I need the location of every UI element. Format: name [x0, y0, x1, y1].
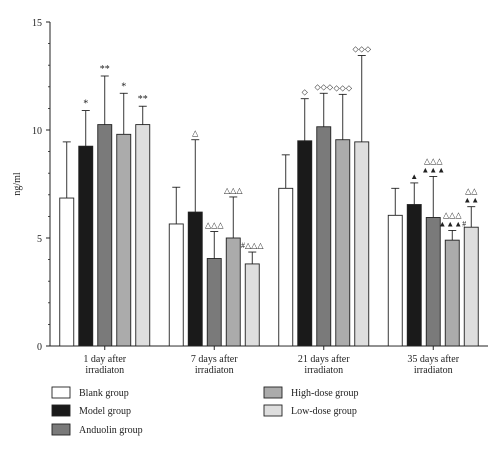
legend-swatch [51, 386, 71, 399]
legend-item: High-dose group [263, 386, 359, 399]
significance-marker: △△ [465, 187, 478, 196]
legend-swatch [263, 404, 283, 417]
bar-anduolin-group [425, 217, 441, 347]
legend-swatch [263, 386, 283, 399]
legend-item: Model group [51, 404, 131, 417]
x-tick-label: 1 day after [83, 354, 126, 365]
legend-label: Anduolin group [79, 425, 143, 436]
y-tick-label: 10 [32, 126, 42, 137]
x-tick-label: irradiaton [414, 365, 453, 376]
significance-marker: △△△ [424, 156, 443, 165]
significance-marker: △△△ [224, 186, 243, 195]
significance-marker: ◇◇◇ [315, 82, 334, 91]
significance-marker: ◇◇◇ [334, 83, 353, 92]
bar-model-group [297, 140, 313, 347]
bar-anduolin-group [316, 126, 332, 347]
bar-model-group [406, 204, 422, 347]
x-tick-label: irradiaton [195, 365, 234, 376]
significance-marker: ** [138, 94, 148, 105]
x-tick-label: 7 days after [191, 354, 238, 365]
bar-blank-group [387, 214, 403, 347]
legend: Blank group Model group Anduolin group High… [51, 386, 359, 436]
y-tick-label: 15 [32, 18, 42, 29]
bar-high-dose-group [335, 139, 351, 347]
significance-marker: △△△ [443, 210, 462, 219]
x-tick-label: irradiaton [304, 365, 343, 376]
legend-item: Blank group [51, 386, 129, 399]
bar-high-dose-group [225, 237, 241, 347]
bar-anduolin-group [97, 124, 113, 347]
significance-marker: * [83, 99, 88, 110]
significance-marker: ▲▲ [463, 196, 479, 205]
y-axis-label: ng/ml [12, 172, 23, 196]
bar-high-dose-group [444, 239, 460, 347]
significance-marker: ◇◇◇ [353, 44, 372, 53]
bar-low-dose-group [135, 124, 151, 347]
significance-marker: ▲▲▲# [438, 219, 466, 228]
legend-label: Low-dose group [291, 406, 357, 417]
significance-marker: △△△ [205, 221, 224, 230]
legend-item: Low-dose group [263, 404, 357, 417]
legend-item: Anduolin group [51, 423, 143, 436]
x-tick-label: 35 days after [407, 354, 459, 365]
significance-marker: ▲ [410, 172, 418, 181]
legend-label: High-dose group [291, 388, 359, 399]
legend-swatch [51, 423, 71, 436]
bar-low-dose-group [354, 141, 370, 347]
y-tick-label: 0 [37, 342, 42, 353]
x-tick-label: irradiaton [85, 365, 124, 376]
significance-marker: △ [192, 129, 199, 138]
bar-low-dose-group [244, 263, 260, 347]
significance-marker: ** [100, 64, 110, 75]
bar-high-dose-group [116, 133, 132, 347]
legend-label: Blank group [79, 388, 129, 399]
bar-model-group [187, 211, 203, 347]
legend-swatch [51, 404, 71, 417]
bar-blank-group [59, 197, 75, 347]
y-tick-label: 5 [37, 234, 42, 245]
bar-anduolin-group [206, 258, 222, 347]
bar-blank-group [278, 187, 294, 347]
significance-marker: #△△△ [241, 241, 264, 250]
bar-model-group [78, 145, 94, 347]
significance-marker: ◇ [302, 88, 309, 97]
bars-layer: ******△△△△△△△#△△△◇◇◇◇ ◇◇◇◇◇◇▲△△△▲▲▲△△△▲▲▲… [59, 44, 479, 347]
significance-marker: ▲▲▲ [421, 165, 445, 174]
x-tick-label: 21 days after [298, 354, 350, 365]
bar-low-dose-group [463, 226, 479, 347]
legend-label: Model group [79, 406, 131, 417]
significance-marker: * [121, 81, 126, 92]
bar-blank-group [168, 223, 184, 347]
